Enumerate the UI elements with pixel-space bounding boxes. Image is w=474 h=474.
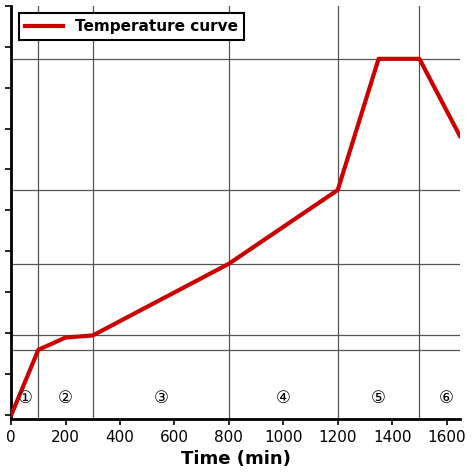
X-axis label: Time (min): Time (min) xyxy=(181,450,291,468)
Text: ⑥: ⑥ xyxy=(439,389,454,407)
Legend: Temperature curve: Temperature curve xyxy=(19,13,245,40)
Text: ③: ③ xyxy=(154,389,168,407)
Text: ②: ② xyxy=(58,389,73,407)
Text: ①: ① xyxy=(17,389,32,407)
Text: ⑤: ⑤ xyxy=(371,389,386,407)
Text: ④: ④ xyxy=(276,389,291,407)
